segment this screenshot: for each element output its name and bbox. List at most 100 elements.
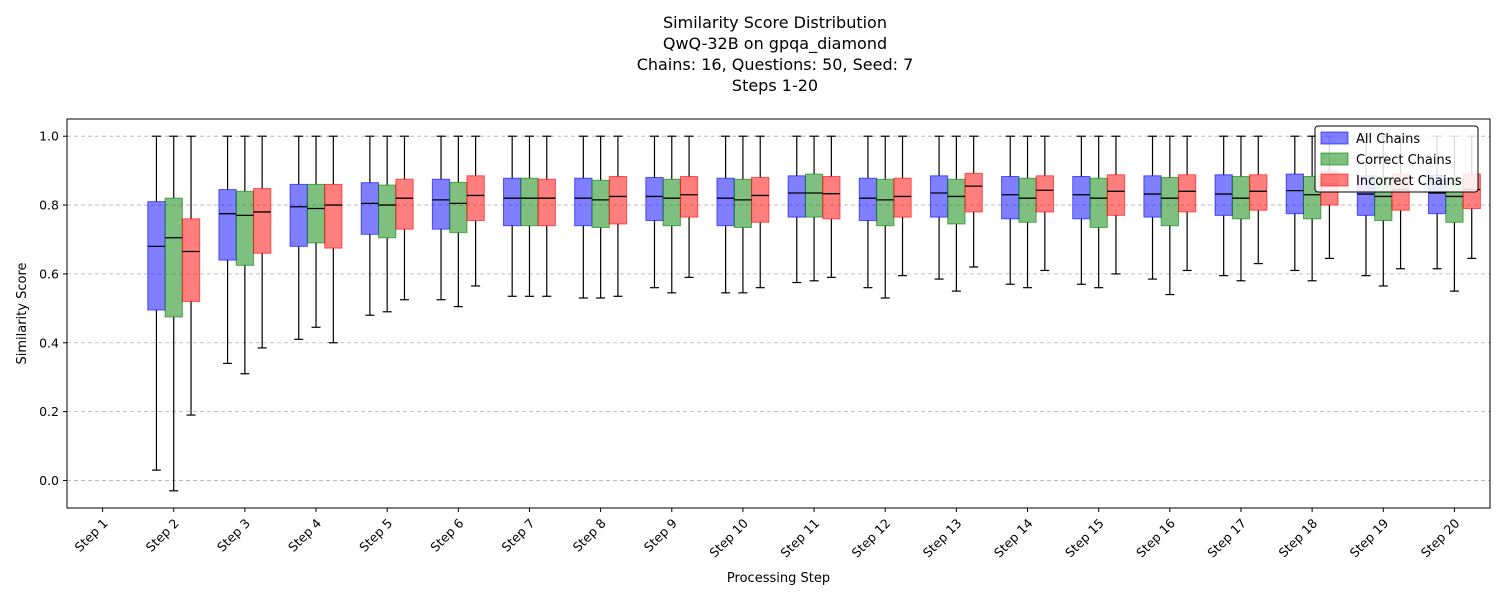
x-tick-label: Step 1	[72, 516, 111, 555]
x-tick-label: Step 16	[1133, 515, 1178, 560]
x-tick-label: Step 4	[285, 515, 324, 554]
box-iqr	[395, 178, 414, 230]
box-incorrect-chains	[608, 135, 628, 297]
x-tick-label: Step 11	[777, 516, 822, 561]
y-tick-label: 0.8	[39, 198, 59, 213]
box-all-chains	[858, 135, 878, 289]
x-tick-label: Step 2	[143, 516, 182, 555]
box-correct-chains	[1160, 135, 1179, 296]
box-incorrect-chains	[893, 135, 912, 277]
x-tick-label: Step 3	[214, 516, 253, 555]
box-iqr	[1249, 174, 1268, 211]
x-axis-label: Processing Step	[727, 571, 830, 586]
box-correct-chains	[378, 135, 397, 313]
box-all-chains	[360, 135, 380, 316]
box-all-chains	[787, 135, 806, 284]
box-iqr	[1018, 177, 1037, 223]
box-iqr	[1285, 173, 1304, 215]
box-iqr	[449, 181, 468, 234]
box-iqr	[218, 189, 237, 261]
box-iqr	[662, 178, 681, 227]
box-iqr	[537, 178, 556, 227]
box-iqr	[1143, 175, 1162, 218]
x-tick-label: Step 6	[427, 515, 466, 554]
chart-title: Similarity Score Distribution QwQ-32B on …	[637, 13, 914, 95]
box-iqr	[822, 175, 841, 220]
box-all-chains	[1001, 135, 1020, 285]
box-incorrect-chains	[395, 135, 414, 301]
y-gridlines	[67, 135, 1490, 481]
box-all-chains	[574, 135, 593, 299]
legend-swatch	[1320, 131, 1349, 145]
x-tick-label: Step 5	[356, 516, 395, 555]
box-all-chains	[218, 135, 237, 365]
y-tick-label: 0.4	[39, 335, 59, 350]
box-iqr	[360, 182, 380, 235]
legend-label: Incorrect Chains	[1356, 174, 1462, 189]
box-all-chains	[1072, 135, 1091, 285]
box-all-chains	[503, 135, 522, 297]
box-iqr	[733, 178, 753, 228]
y-axis: 0.0 0.2 0.4 0.6 0.8 1.0	[39, 129, 67, 488]
x-tick-label: Step 14	[991, 515, 1036, 560]
box-iqr	[503, 177, 522, 227]
x-tick-label: Step 8	[570, 515, 609, 554]
box-correct-chains	[164, 135, 183, 492]
y-tick-label: 1.0	[39, 129, 59, 144]
legend-label: All Chains	[1356, 132, 1420, 147]
box-iqr	[858, 177, 878, 222]
legend-label: Correct Chains	[1356, 153, 1452, 168]
box-iqr	[787, 175, 806, 218]
y-tick-label: 0.6	[39, 266, 59, 281]
box-iqr	[645, 177, 664, 222]
box-iqr	[324, 183, 343, 249]
x-tick-label: Step 13	[920, 516, 965, 561]
box-incorrect-chains	[679, 135, 699, 278]
box-iqr	[235, 190, 255, 266]
box-correct-chains	[520, 135, 539, 297]
box-iqr	[164, 197, 183, 318]
box-correct-chains	[733, 135, 753, 294]
x-tick-label: Step 19	[1347, 515, 1392, 560]
box-all-chains	[431, 135, 451, 301]
box-iqr	[306, 183, 326, 244]
box-iqr	[289, 183, 308, 247]
x-tick-label: Step 15	[1062, 516, 1107, 561]
box-all-chains	[1285, 135, 1304, 272]
box-correct-chains	[1231, 135, 1251, 282]
box-iqr	[1089, 177, 1108, 228]
box-iqr	[964, 172, 983, 213]
x-tick-label: Step 20	[1418, 515, 1463, 560]
legend: All Chains Correct Chains Incorrect Chains	[1314, 125, 1479, 193]
title-line: Steps 1-20	[732, 76, 818, 95]
legend-swatch	[1320, 152, 1349, 166]
y-axis-label: Similarity Score	[15, 262, 30, 364]
box-correct-chains	[662, 135, 681, 294]
box-iqr	[1035, 175, 1054, 213]
box-incorrect-chains	[466, 135, 485, 287]
box-incorrect-chains	[751, 135, 770, 289]
legend-frame	[1314, 125, 1479, 193]
box-iqr	[1177, 174, 1197, 213]
box-correct-chains	[1089, 135, 1108, 289]
box-iqr	[1001, 175, 1020, 220]
box-all-chains	[1143, 135, 1162, 280]
box-all-chains	[147, 135, 166, 471]
box-iqr	[378, 184, 397, 239]
box-correct-chains	[804, 135, 824, 282]
box-incorrect-chains	[964, 135, 983, 268]
legend-swatch	[1320, 173, 1349, 187]
box-iqr	[574, 177, 593, 227]
title-line: QwQ-32B on gpqa_diamond	[663, 34, 887, 54]
box-incorrect-chains	[1035, 135, 1054, 272]
x-tick-label: Step 10	[706, 515, 751, 560]
box-correct-chains	[449, 135, 468, 308]
box-iqr	[608, 175, 628, 225]
box-iqr	[181, 218, 201, 302]
box-iqr	[751, 177, 770, 223]
box-iqr	[893, 177, 912, 218]
box-all-chains	[929, 135, 949, 280]
box-all-chains	[1214, 135, 1233, 277]
box-correct-chains	[235, 135, 255, 375]
box-incorrect-chains	[1106, 135, 1126, 275]
